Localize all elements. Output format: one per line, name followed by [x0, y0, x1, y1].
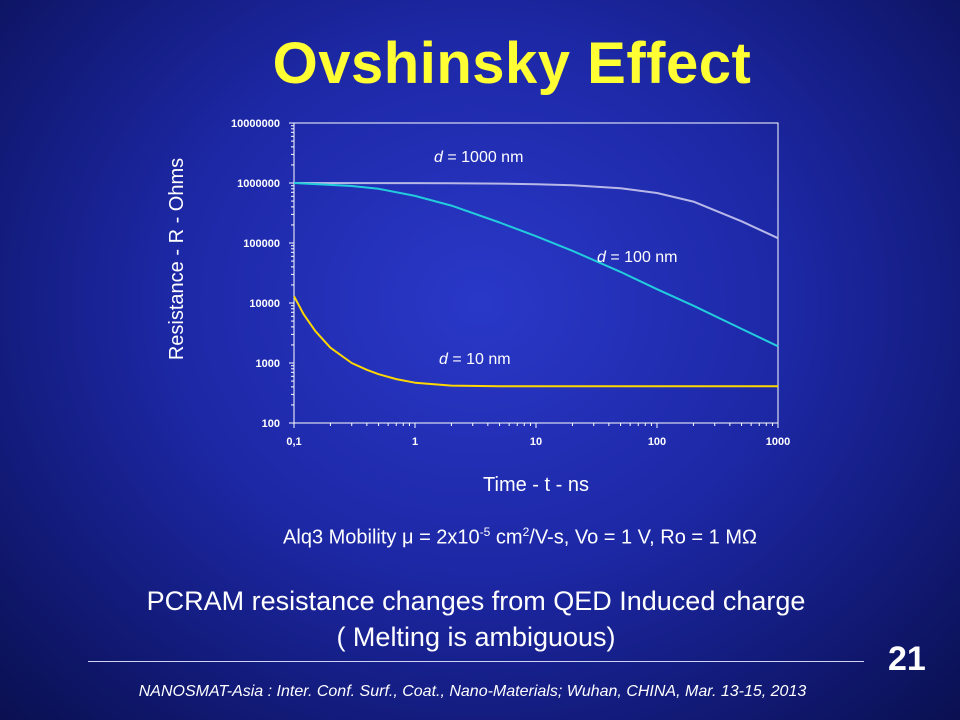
plot-frame [293, 122, 779, 424]
summary-text: PCRAM resistance changes from QED Induce… [0, 583, 952, 655]
footer-divider [88, 661, 864, 662]
mobility-caption: Alq3 Mobility μ = 2x10-5 cm2/V-s, Vo = 1… [0, 525, 960, 550]
y-tick-label: 100000 [243, 238, 280, 250]
series-line-2 [293, 295, 778, 388]
x-tick-label: 10 [530, 436, 542, 448]
series-label-2: d = 10 nm [439, 351, 511, 368]
resistance-time-chart: 100 1000 10000 100000 1000000 10000000 0,1 1 10… [166, 118, 790, 496]
plot-area [293, 122, 779, 424]
caption-units-exponent: 2 [522, 525, 530, 539]
caption-prefix: Alq3 Mobility [283, 526, 402, 549]
caption-middle: = 2x10 [413, 526, 480, 549]
y-tick-label: 10000 [249, 298, 280, 310]
y-tick-label: 1000000 [237, 178, 280, 190]
mu-symbol: μ [401, 526, 414, 549]
y-axis: 100 1000 10000 100000 1000000 10000000 [231, 118, 294, 430]
series-lines [293, 182, 779, 388]
series-line-1 [293, 182, 779, 348]
x-axis-title: Time - t - ns [483, 474, 589, 496]
series-label-value: = 100 nm [606, 249, 678, 266]
series-label-variable: d [597, 249, 607, 266]
y-tick-label: 1000 [256, 358, 280, 370]
series-label-value: = 10 nm [448, 351, 511, 368]
series-label-variable: d [439, 351, 449, 368]
series-label-variable: d [434, 149, 444, 166]
x-tick-label: 0,1 [286, 436, 301, 448]
conference-footer: NANOSMAT-Asia : Inter. Conf. Surf., Coat… [138, 683, 807, 700]
summary-line-1: PCRAM resistance changes from QED Induce… [146, 586, 806, 616]
series-label-0: d = 1000 nm [434, 149, 523, 166]
caption-suffix: /V-s, Vo = 1 V, Ro = 1 M [529, 526, 742, 549]
slide-number: 21 [888, 640, 926, 678]
x-tick-label: 100 [648, 436, 666, 448]
x-axis: 0,1 1 10 100 1000 [286, 423, 790, 448]
slide-title: Ovshinsky Effect [272, 31, 752, 96]
ohm-symbol: Ω [741, 526, 757, 549]
x-tick-label: 1000 [766, 436, 790, 448]
series-label-1: d = 100 nm [597, 249, 678, 266]
caption-units: cm [490, 526, 523, 549]
caption-exponent: -5 [479, 525, 491, 539]
y-tick-label: 100 [262, 418, 280, 430]
y-tick-label: 10000000 [231, 118, 280, 130]
summary-line-2: ( Melting is ambiguous) [336, 622, 616, 652]
y-axis-title: Resistance - R - Ohms [166, 158, 188, 360]
series-labels: d = 1000 nmd = 100 nmd = 10 nm [434, 149, 678, 368]
series-label-value: = 1000 nm [443, 149, 524, 166]
series-line-0 [293, 182, 779, 240]
x-tick-label: 1 [412, 436, 418, 448]
